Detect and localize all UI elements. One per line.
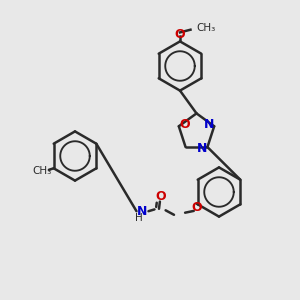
Text: O: O [155,190,166,203]
Text: CH₃: CH₃ [196,23,216,33]
Text: O: O [179,118,190,131]
Text: N: N [137,205,147,218]
Text: O: O [175,28,185,41]
Text: N: N [197,142,207,155]
Text: CH₃: CH₃ [33,166,52,176]
Text: H: H [135,213,143,224]
Text: N: N [204,118,214,131]
Text: O: O [191,201,202,214]
